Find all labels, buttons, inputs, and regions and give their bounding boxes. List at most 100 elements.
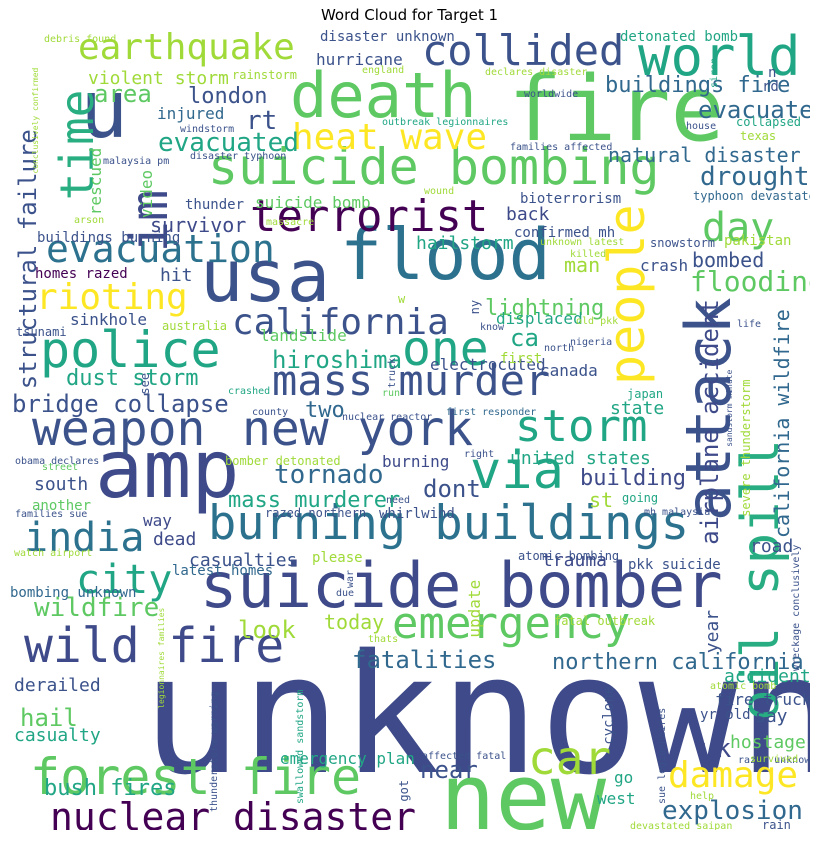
word-sinkhole: sinkhole (70, 310, 148, 329)
word-video: video (137, 169, 156, 218)
word-storm: storm (515, 401, 648, 452)
word-year: year (702, 609, 723, 654)
word-old-pkk: old pkk (576, 316, 619, 327)
word-hiroshima: hiroshima (272, 346, 403, 374)
word-affected-fatal: affected fatal (422, 751, 507, 762)
word-watch-airport: watch airport (14, 548, 93, 559)
chart-title: Word Cloud for Target 1 (320, 6, 499, 24)
word-devastated-saipan: devastated saipan (630, 821, 733, 831)
word-sandstorm-minute: sandstorm minute (725, 369, 734, 447)
word-displaced: displaced (496, 309, 583, 328)
word-malaysia-pm: malaysia pm (103, 156, 170, 167)
word-suicide-bomb: suicide bomb (255, 193, 371, 212)
word-california-wildfire: california wildfire (770, 309, 794, 538)
word-thats: thats (368, 634, 399, 645)
word-tornado: tornado (274, 460, 384, 490)
word-going: going (622, 491, 659, 505)
word-rd: rd (762, 79, 779, 95)
word-explosion: explosion (662, 796, 803, 826)
word-rt: rt (246, 106, 278, 136)
word-canada: canada (540, 361, 598, 380)
word-arson: arson (74, 215, 105, 226)
word-bombed: bombed (692, 248, 765, 272)
word-trauma: trauma (542, 550, 608, 571)
word-landslide: landslide (260, 326, 347, 345)
word-conclusively-confirmed: conclusively confirmed (31, 67, 40, 174)
word-confirmed-mh: confirmed mh (514, 225, 616, 241)
word-st: st (589, 488, 614, 512)
word-buildings-fire: buildings fire (605, 73, 791, 98)
word-northern-california: northern california (552, 650, 804, 675)
word-hit: hit (160, 265, 193, 286)
word-bridge-collapse: bridge collapse (12, 390, 229, 418)
word-lightning: lightning (485, 296, 605, 321)
word-first: first (500, 351, 543, 367)
word-truck: truck (387, 357, 398, 388)
word-hailstorm: hailstorm (416, 233, 514, 254)
word-dead: dead (153, 529, 197, 550)
word-hostage: hostage (730, 732, 806, 753)
word-right: right (464, 449, 495, 460)
word-wildfire: wildfire (34, 593, 160, 623)
word-outbreak-legionnaires: outbreak legionnaires (382, 117, 509, 128)
word-mass-murderer: mass murderer (228, 488, 401, 513)
word-ny: ny (468, 299, 482, 315)
word-know: know (480, 322, 505, 333)
word-families-affected: families affected (510, 142, 613, 153)
word-u: u (80, 63, 129, 156)
word-road: road (750, 536, 794, 557)
word-debris-found: debris found (44, 34, 117, 45)
word-cyclone: cyclone (601, 685, 617, 745)
word-latest-homes: latest homes (172, 563, 274, 579)
word-nuclear-disaster: nuclear disaster (50, 795, 417, 830)
word-worldwide: worldwide (524, 89, 579, 100)
word-evacuation: evacuation (46, 227, 275, 271)
word-windstorm: windstorm (180, 124, 235, 135)
word-buildings-burning: buildings burning (37, 230, 181, 246)
word-atomic-bombing: atomic bombing (518, 549, 620, 563)
word-rioting: rioting (36, 277, 188, 318)
word-burning: burning (382, 452, 450, 471)
word-typhoon-devastated: typhoon devastated (693, 189, 810, 203)
word-car: car (528, 731, 612, 785)
word-see: see (138, 372, 152, 395)
word-snowstorm: snowstorm (650, 236, 716, 250)
word-street: street (42, 462, 79, 473)
word-dont: dont (423, 475, 481, 503)
word-families-sue: families sue (15, 509, 88, 520)
word-electrocuted: electrocuted (430, 355, 546, 374)
word-first-responder: first responder (446, 407, 537, 418)
word-n: n (768, 65, 777, 81)
word-rescued: rescued (86, 147, 105, 216)
word-fatal-outbreak: fatal outbreak (554, 614, 656, 628)
word-flooding: flooding (690, 265, 810, 298)
word-day: day (702, 205, 775, 251)
word-california: california (232, 302, 449, 343)
word-australia: australia (162, 319, 228, 333)
word-w: w (398, 292, 406, 306)
word-pkk-suicide: pkk suicide (628, 557, 721, 573)
word-city: city (76, 557, 173, 603)
word-one: one (402, 321, 489, 377)
word-crash: crash (640, 256, 689, 275)
word-bush-fires: bush fires (44, 776, 177, 801)
word-sue-legionnaires: sue legionnaires (657, 707, 668, 804)
word-via: via (470, 441, 564, 501)
word-house: house (686, 121, 717, 132)
word-bombing-unknown: bombing unknown (10, 585, 137, 601)
word-injured: injured (157, 104, 225, 123)
word-north: north (544, 343, 575, 354)
word-heat-wave: heat wave (292, 117, 488, 158)
word-war: war (345, 569, 356, 588)
word-disaster-unknown: disaster unknown (320, 30, 455, 45)
word-usa: usa (200, 234, 331, 318)
word-survivor: survivor (150, 213, 247, 237)
word-killed: killed (570, 249, 607, 260)
word-bioterrorism: bioterrorism (520, 191, 622, 207)
word-two: two (305, 398, 345, 423)
word-fire-truck: fire truck (715, 690, 810, 709)
word-help: help (690, 791, 715, 802)
word-survived: survived (750, 754, 799, 765)
word-nuclear-reactor: nuclear reactor (342, 412, 433, 423)
word-update: update (465, 579, 484, 638)
